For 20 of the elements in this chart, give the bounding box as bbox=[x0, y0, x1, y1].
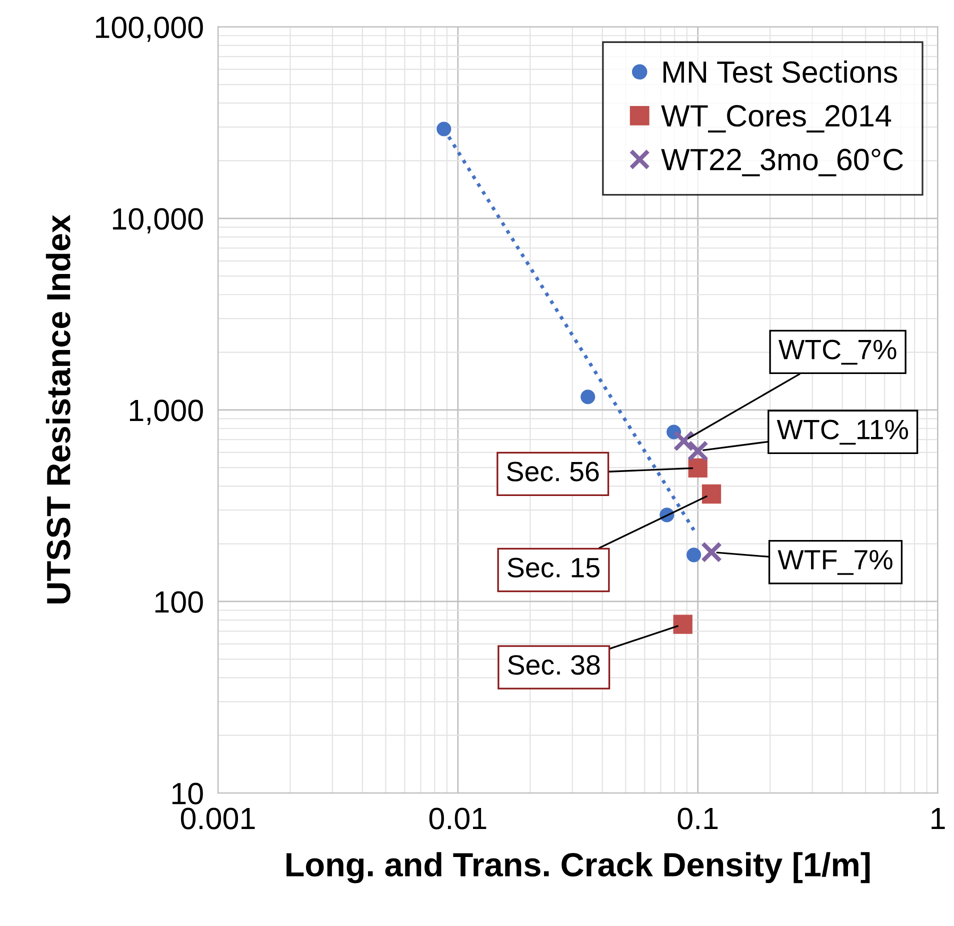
annotation: Sec. 56 bbox=[507, 462, 599, 482]
y-tick-label: 100 bbox=[155, 591, 203, 613]
x-tick-label: 0.01 bbox=[429, 808, 486, 830]
y-tick-label: 10,000 bbox=[112, 208, 203, 234]
annotation: WTF_7% bbox=[778, 550, 892, 575]
annotation: WTC_11% bbox=[776, 420, 908, 445]
annotation: WTC_7% bbox=[778, 340, 896, 365]
y-tick-label: 10 bbox=[172, 782, 203, 804]
x-tick-label: 1 bbox=[932, 808, 945, 830]
legend-label: WT22_3mo_60°C bbox=[661, 148, 904, 176]
legend-label: WT_Cores_2014 bbox=[661, 105, 892, 132]
x-tick-label: 0.1 bbox=[678, 808, 718, 830]
y-tick-label: 1,000 bbox=[130, 400, 203, 425]
x-axis-title: Long. and Trans. Crack Density [1/m] bbox=[286, 852, 870, 884]
annotation: Sec. 38 bbox=[508, 655, 600, 675]
y-tick-label: 100,000 bbox=[96, 16, 203, 42]
y-axis-title: UTSST Resistance Index bbox=[46, 214, 70, 604]
legend-label: MN Test Sections bbox=[664, 60, 898, 83]
x-tick-label: 0.001 bbox=[180, 808, 255, 830]
annotation: Sec. 15 bbox=[508, 558, 600, 578]
